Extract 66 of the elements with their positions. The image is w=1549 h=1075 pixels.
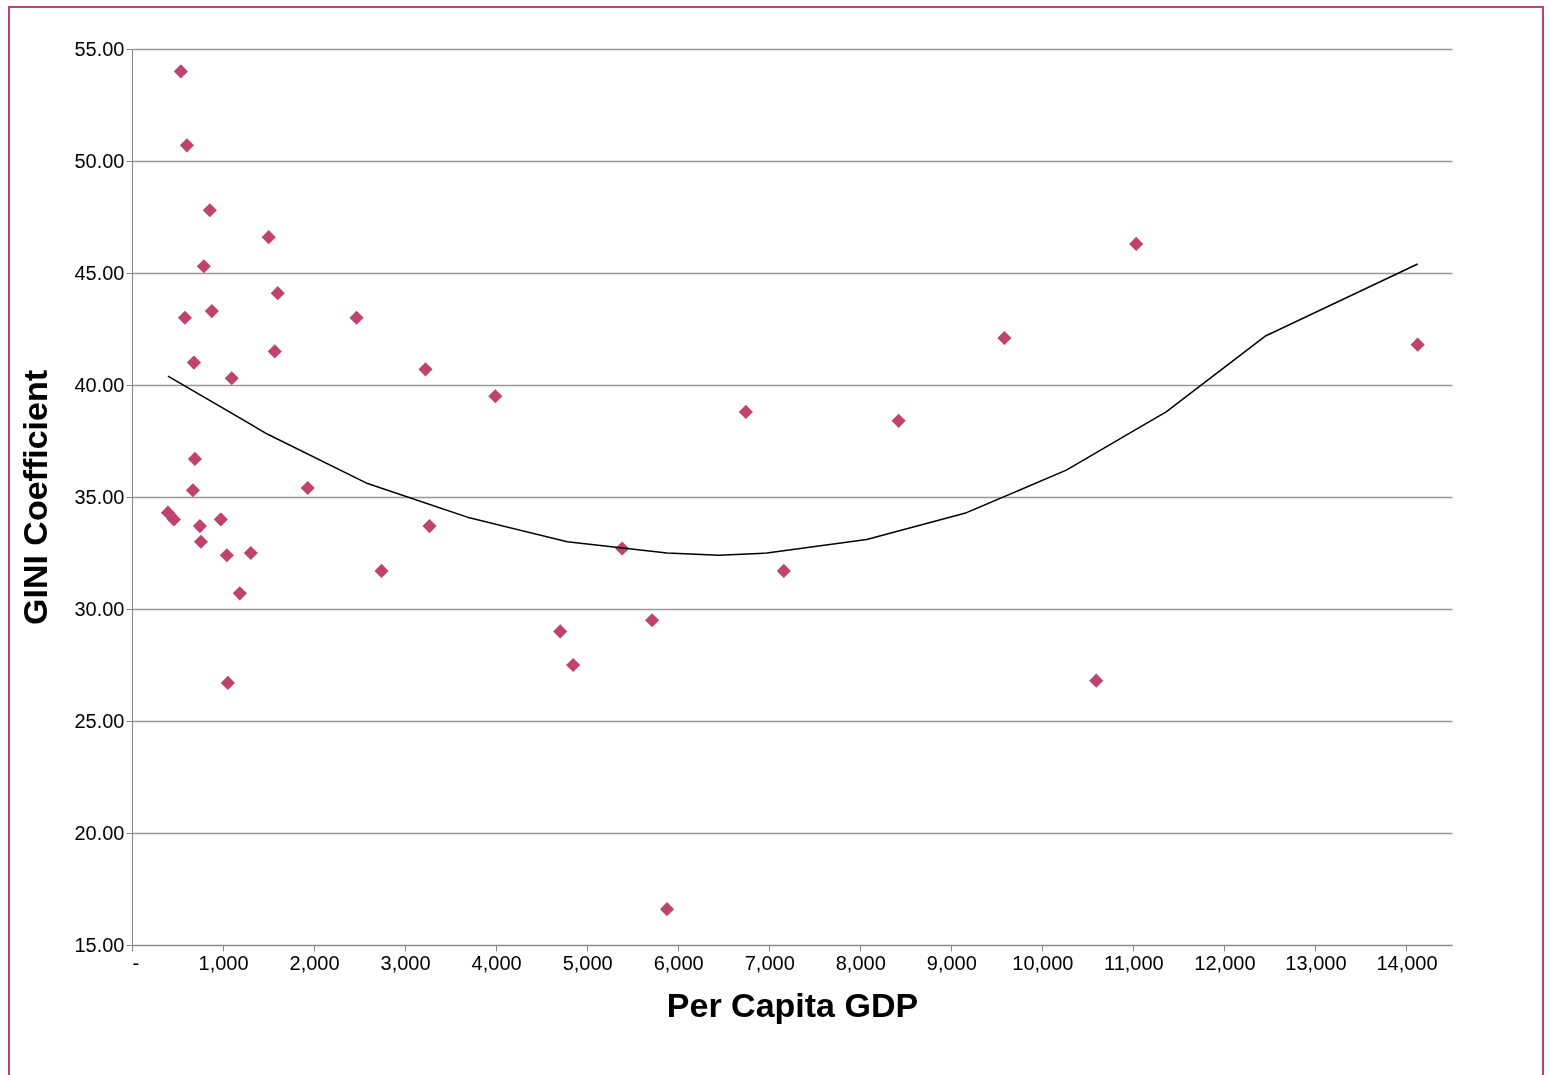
point — [219, 548, 234, 563]
point — [177, 310, 192, 325]
point — [166, 512, 182, 527]
x-tick-label: 1,000 — [198, 951, 249, 974]
x-tick-label: 3,000 — [380, 951, 431, 974]
point — [204, 304, 219, 319]
y-tick-label: 15.00 — [74, 933, 125, 956]
point — [192, 519, 207, 534]
point — [261, 230, 276, 245]
point — [232, 586, 247, 601]
point — [349, 310, 364, 325]
point — [553, 624, 568, 639]
y-tick-label: 55.00 — [74, 37, 125, 60]
point — [270, 286, 285, 301]
point — [186, 355, 201, 370]
x-tick-label: 5,000 — [562, 951, 613, 974]
point — [196, 259, 211, 274]
point — [243, 545, 258, 561]
point — [179, 138, 194, 153]
x-tick-label: 14,000 — [1376, 951, 1438, 974]
point — [422, 519, 437, 534]
point — [213, 512, 228, 527]
x-tick-label: 10,000 — [1012, 951, 1074, 974]
point — [738, 404, 753, 419]
point — [220, 675, 235, 690]
x-tick-label: - — [132, 951, 140, 974]
x-tick-label: 11,000 — [1104, 951, 1164, 974]
y-tick-label: 40.00 — [74, 373, 125, 396]
y-tick-label: 50.00 — [74, 149, 125, 172]
x-axis-title: Per Capita GDP — [666, 985, 919, 1024]
point — [659, 902, 675, 917]
x-tick-label: 2,000 — [289, 951, 340, 974]
x-tick-label: 13,000 — [1285, 951, 1347, 974]
point — [193, 534, 208, 549]
point — [187, 451, 202, 466]
x-tick-label: 6,000 — [653, 951, 704, 974]
y-tick-label: 20.00 — [74, 821, 125, 844]
line-series — [167, 263, 1419, 556]
point — [267, 344, 282, 359]
point — [160, 505, 176, 520]
point — [488, 389, 503, 404]
point — [566, 657, 581, 673]
x-tick-label: 4,000 — [471, 951, 522, 974]
x-tick-label: 9,000 — [926, 951, 977, 974]
point — [224, 371, 239, 386]
point — [776, 563, 791, 578]
x-tick-label: 12,000 — [1194, 951, 1256, 974]
point — [374, 563, 389, 578]
y-tick-label: 30.00 — [74, 597, 125, 620]
point — [173, 64, 188, 79]
point — [891, 413, 906, 428]
point — [202, 203, 217, 218]
y-tick-label: 45.00 — [74, 261, 125, 284]
y-tick-label: 25.00 — [74, 709, 125, 732]
point — [997, 330, 1012, 346]
point — [418, 362, 433, 377]
point — [1089, 673, 1104, 688]
x-tick-label: 7,000 — [744, 951, 795, 974]
y-tick-label: 35.00 — [74, 485, 125, 508]
y-axis-title: GINI Coefficient — [16, 369, 55, 626]
point — [185, 483, 200, 498]
point — [1410, 337, 1425, 352]
x-tick-label: 8,000 — [835, 951, 886, 974]
point — [645, 613, 660, 628]
point — [300, 480, 315, 496]
point — [1129, 236, 1144, 251]
